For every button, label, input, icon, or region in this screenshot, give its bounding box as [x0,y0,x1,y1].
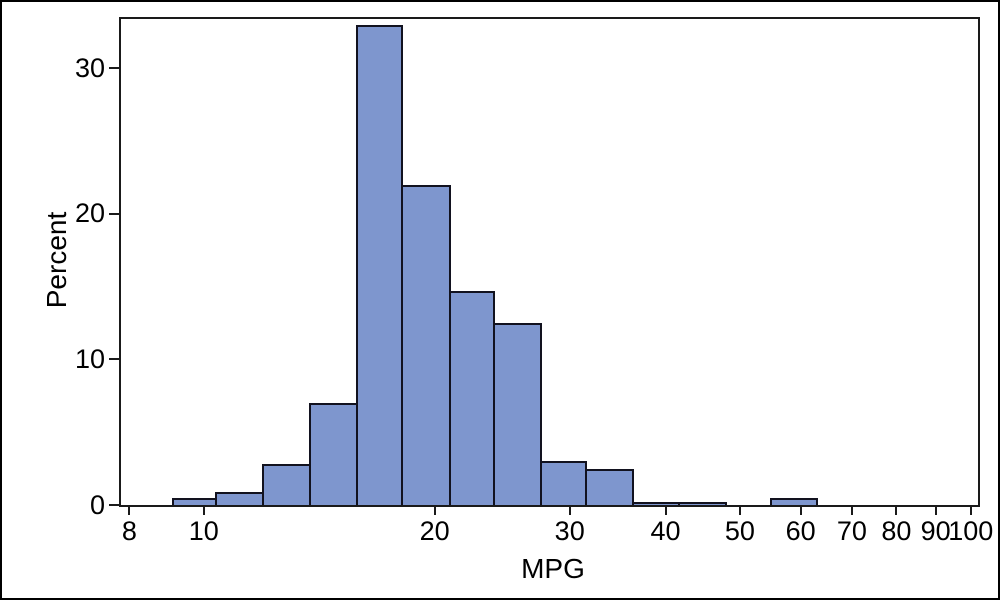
histogram-bar [632,502,681,505]
x-axis-tick [738,507,741,515]
histogram-bar [309,403,359,505]
histogram-bar [539,461,587,505]
histogram-bar [678,502,727,505]
x-axis-tick [568,507,571,515]
x-tick-label: 100 [948,516,994,546]
x-tick-label: 90 [920,516,951,546]
y-axis-tick [109,67,119,70]
y-tick-label: 10 [74,343,105,374]
x-tick-label: 40 [650,516,681,546]
histogram-bar [585,469,635,505]
x-axis-tick [934,507,937,515]
x-tick-label: 70 [836,516,867,546]
y-axis-title: Percent [41,211,72,309]
histogram-bar [214,492,265,505]
x-tick-label: 10 [188,516,219,546]
x-tick-label: 20 [419,516,450,546]
histogram-bar [262,464,312,505]
x-axis-tick [799,507,802,515]
histogram-bar [172,498,217,505]
x-axis-title: MPG [521,553,585,584]
x-axis-tick [969,507,972,515]
histogram-bar [493,323,542,505]
y-tick-label: 30 [74,52,105,83]
histogram-bar [356,25,404,505]
histogram-bar [769,498,818,505]
histogram-bar [401,185,451,505]
x-tick-label: 8 [121,516,137,546]
y-tick-label: 0 [89,489,105,520]
x-axis-tick [433,507,436,515]
x-axis-tick [664,507,667,515]
x-tick-label: 30 [554,516,585,546]
histogram-bar [448,291,496,505]
y-axis-tick [109,358,119,361]
x-tick-label: 80 [881,516,912,546]
y-axis-tick [109,212,119,215]
x-axis-tick [128,507,131,515]
x-tick-label: 60 [785,516,816,546]
y-axis-tick [109,504,119,506]
x-axis-tick [895,507,898,515]
x-axis-tick [202,507,205,515]
plot-area [119,17,980,507]
y-tick-label: 20 [74,198,105,229]
x-tick-label: 50 [724,516,755,546]
x-axis-tick [850,507,853,515]
